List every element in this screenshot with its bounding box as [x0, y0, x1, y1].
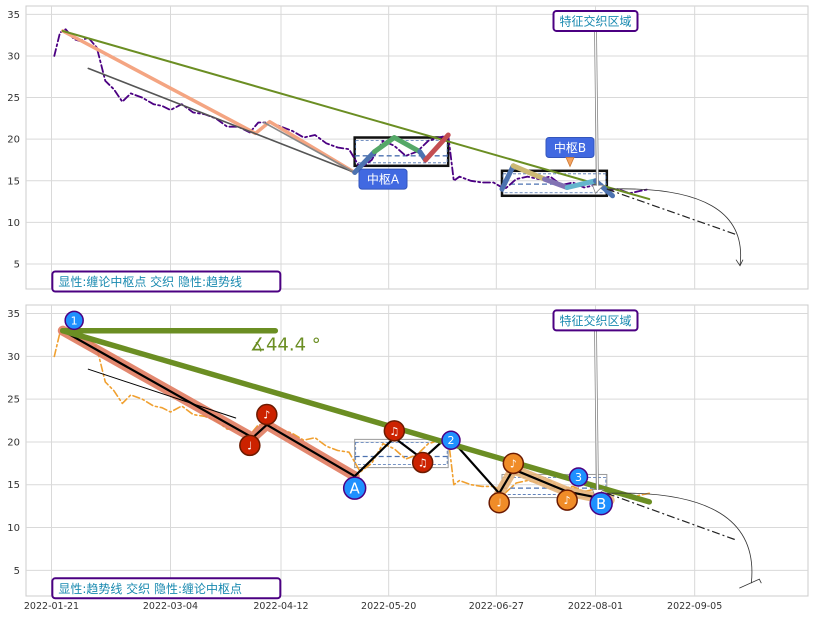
- projection-arrow: [606, 492, 753, 584]
- pivot-box: [500, 169, 609, 198]
- marker-label: ♫: [389, 425, 399, 438]
- marker-label: ♪: [510, 457, 517, 470]
- series-pivot-stroke: [352, 149, 377, 175]
- y-tick-label: 10: [7, 218, 20, 229]
- series-pivot-stroke: [499, 163, 516, 192]
- marker-label: 1: [71, 314, 78, 327]
- y-tick-label: 20: [7, 437, 20, 448]
- marker-label: 3: [575, 471, 582, 484]
- y-tick-label: 10: [7, 523, 20, 534]
- region-label-box: [552, 9, 639, 32]
- legend-label-box: [51, 270, 282, 293]
- y-tick-label: 25: [7, 93, 20, 104]
- pivot-box: [353, 136, 450, 168]
- legend-label-box: [51, 577, 282, 600]
- marker-circle: [488, 491, 510, 514]
- marker-label: ♫: [418, 456, 428, 469]
- series-pivot-stroke: [510, 163, 547, 182]
- angle-label: ∡44.4 °: [250, 334, 321, 355]
- y-tick-label: 25: [7, 395, 20, 406]
- y-tick-label: 30: [7, 51, 20, 62]
- marker-circle: [239, 434, 261, 457]
- series-trend-main: [60, 327, 653, 505]
- y-tick-label: 5: [14, 260, 20, 271]
- y-tick-label: 15: [7, 480, 20, 491]
- region-label-box: [552, 309, 639, 332]
- region-arrow: [591, 30, 605, 195]
- marker-label: B: [596, 495, 606, 513]
- y-tick-label: 15: [7, 176, 20, 187]
- pivot-label: 中枢B: [554, 140, 586, 155]
- series-stroke: [61, 29, 357, 175]
- pivot-inner-box: [502, 173, 607, 194]
- series-trend: [87, 67, 356, 174]
- marker-label: ♪: [263, 409, 270, 422]
- y-tick-label: 30: [7, 352, 20, 363]
- projection-line: [606, 188, 738, 236]
- legend-label: 显性:缠论中枢点 交织 隐性:趋势线: [58, 274, 242, 289]
- projection-line: [606, 492, 738, 541]
- x-tick-label: 2022-03-04: [143, 601, 198, 612]
- x-tick-label: 2022-01-21: [24, 601, 79, 612]
- marker-circle: [502, 452, 525, 475]
- pivot-label: 中枢A: [367, 172, 400, 187]
- marker-label: ♩: [247, 439, 252, 452]
- x-tick-label: 2022-05-20: [361, 601, 416, 612]
- marker-circle: [256, 403, 278, 426]
- series-pivot-stroke: [542, 176, 570, 190]
- plot-area: [25, 304, 809, 597]
- marker-circle: [342, 476, 367, 500]
- region-label: 特征交织区域: [560, 13, 632, 28]
- marker-label: ♪: [564, 494, 571, 507]
- y-tick-label: 35: [7, 10, 20, 21]
- projection-arrow: [606, 188, 742, 266]
- region-label: 特征交织区域: [560, 313, 632, 328]
- x-tick-label: 2022-06-27: [469, 601, 524, 612]
- pivot-box: [354, 438, 449, 469]
- projection-arrowhead: [735, 259, 744, 267]
- marker-circle: [568, 467, 589, 487]
- x-tick-label: 2022-08-01: [568, 601, 623, 612]
- pivot-label-box: [358, 168, 408, 190]
- x-tick-label: 2022-04-12: [253, 601, 308, 612]
- legend-label: 显性:趋势线 交织 隐性:缠论中枢点: [58, 581, 242, 596]
- marker-circle: [589, 491, 613, 516]
- marker-circle: [556, 489, 578, 511]
- marker-label: ♩: [497, 497, 502, 510]
- pivot-label-pointer: [565, 157, 575, 168]
- series-trend-main: [61, 30, 651, 201]
- series-pivot-stroke: [423, 132, 451, 163]
- marker-label: 2: [448, 434, 455, 447]
- marker-label: A: [350, 480, 361, 498]
- marker-circle: [64, 310, 84, 331]
- x-tick-label: 2022-09-05: [667, 601, 722, 612]
- y-tick-label: 20: [7, 135, 20, 146]
- series-trend-thin: [87, 368, 237, 419]
- marker-circle: [441, 430, 461, 450]
- bottom-chart-panel: 5 10 15 20 25 30 35 2022-01-21 2022-03-04 2022-04…: [7, 304, 809, 612]
- series-trend: [263, 121, 356, 174]
- series-pivot-stroke: [564, 178, 598, 190]
- projection-arrowhead: [739, 578, 762, 589]
- y-tick-label: 5: [14, 566, 20, 577]
- series-pivot-stroke: [372, 135, 423, 155]
- marker-circle: [383, 420, 406, 442]
- y-tick-label: 35: [7, 309, 20, 320]
- marker-circle: [411, 451, 434, 474]
